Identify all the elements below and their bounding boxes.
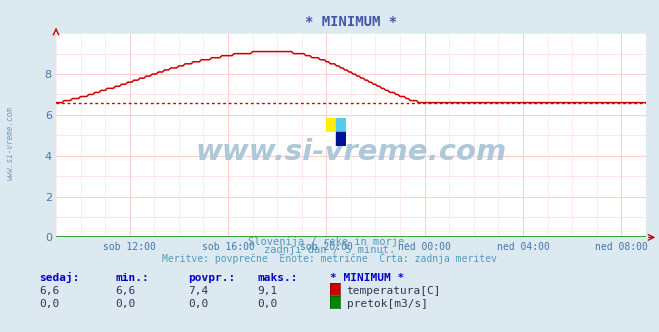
- Text: * MINIMUM *: * MINIMUM *: [330, 273, 404, 283]
- Text: 6,6: 6,6: [115, 286, 136, 296]
- Text: pretok[m3/s]: pretok[m3/s]: [347, 299, 428, 309]
- Text: 9,1: 9,1: [257, 286, 277, 296]
- Text: 0,0: 0,0: [257, 299, 277, 309]
- Text: maks.:: maks.:: [257, 273, 297, 283]
- Text: Slovenija / reke in morje.: Slovenija / reke in morje.: [248, 237, 411, 247]
- Text: povpr.:: povpr.:: [188, 273, 235, 283]
- Bar: [326, 118, 336, 132]
- Title: * MINIMUM *: * MINIMUM *: [305, 15, 397, 29]
- Text: min.:: min.:: [115, 273, 149, 283]
- Text: 6,6: 6,6: [40, 286, 60, 296]
- Text: temperatura[C]: temperatura[C]: [347, 286, 441, 296]
- Text: 0,0: 0,0: [188, 299, 208, 309]
- Bar: [336, 118, 346, 132]
- Text: www.si-vreme.com: www.si-vreme.com: [195, 138, 507, 166]
- Text: zadnji dan / 5 minut.: zadnji dan / 5 minut.: [264, 245, 395, 255]
- Text: 7,4: 7,4: [188, 286, 208, 296]
- Text: 0,0: 0,0: [40, 299, 60, 309]
- Bar: [326, 132, 336, 146]
- Text: 0,0: 0,0: [115, 299, 136, 309]
- Text: sedaj:: sedaj:: [40, 272, 80, 283]
- Text: Meritve: povprečne  Enote: metrične  Črta: zadnja meritev: Meritve: povprečne Enote: metrične Črta:…: [162, 252, 497, 264]
- Bar: [336, 132, 346, 146]
- Text: www.si-vreme.com: www.si-vreme.com: [5, 106, 14, 180]
